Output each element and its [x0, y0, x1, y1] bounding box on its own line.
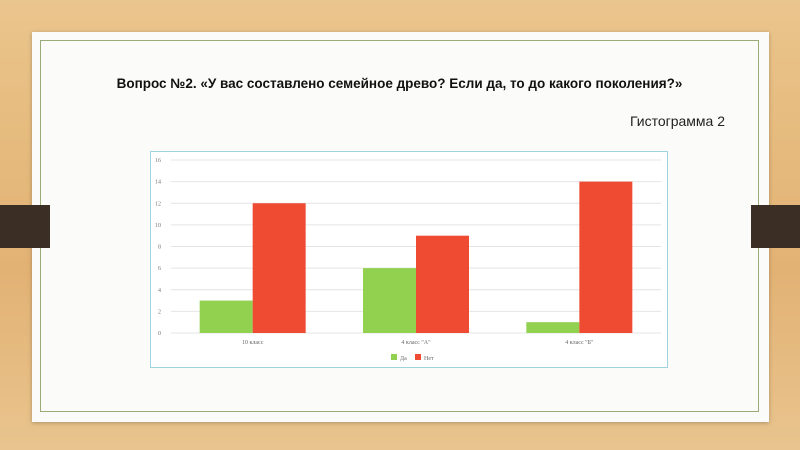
legend-label: Да [400, 356, 407, 362]
y-tick-label: 6 [158, 266, 161, 272]
y-tick-label: 2 [158, 309, 161, 315]
legend-swatch [391, 354, 397, 360]
y-tick-label: 8 [158, 245, 161, 251]
bar-Да [199, 300, 253, 333]
left-tab-decoration [0, 205, 50, 248]
legend-swatch [415, 354, 421, 360]
bar-Нет [579, 181, 633, 333]
x-tick-label: 10 класс [242, 340, 264, 346]
bar-Нет [252, 203, 306, 333]
y-tick-label: 0 [158, 331, 161, 337]
bar-Да [526, 322, 580, 333]
y-tick-label: 16 [155, 158, 161, 164]
y-tick-label: 10 [155, 223, 161, 229]
x-tick-label: 4 класс "А" [401, 340, 431, 346]
chart-area: 0 2 4 6 8 10 12 14 16 10 класс 4 класс "А" 4 класс … [150, 151, 668, 368]
bar-Да [363, 268, 416, 333]
slide-subtitle: Гистограмма 2 [629, 113, 725, 129]
slide-title: Вопрос №2. «У вас составлено семейное др… [116, 76, 683, 91]
bar-Нет [416, 235, 469, 333]
bar-chart: 0 2 4 6 8 10 12 14 16 10 класс 4 класс "А" 4 класс … [155, 158, 661, 362]
y-tick-label: 12 [155, 201, 161, 207]
right-tab-decoration [751, 205, 800, 248]
x-tick-label: 4 класс "Б" [565, 340, 594, 346]
y-tick-label: 14 [155, 180, 161, 186]
y-tick-label: 4 [158, 288, 161, 294]
legend-label: Нет [424, 356, 434, 362]
